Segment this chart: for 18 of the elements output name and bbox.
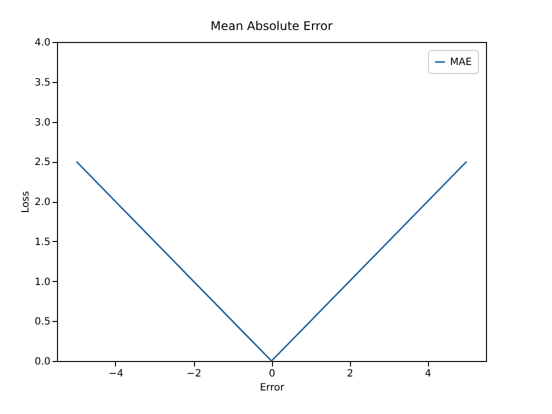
y-tick-label: 4.0 [34,38,50,48]
y-tick-label: 0.0 [34,356,50,368]
y-tick-label: 3.5 [34,77,50,88]
y-tick-label: 2.0 [34,197,50,208]
x-tick-label: 0 [268,368,276,380]
legend-label: MAE [450,57,472,68]
y-tick-label: 0.5 [34,316,50,328]
y-tick-label: 2.5 [34,157,50,168]
y-tick-label: 3.0 [34,117,50,128]
y-axis-title: Loss [20,191,32,213]
y-tick-label: 1.5 [34,236,50,248]
y-tick-label: 1.0 [34,276,50,288]
x-tick-label: 4 [424,368,432,380]
chart-title: Mean Absolute Error [210,19,333,33]
x-tick-label: −2 [186,368,202,380]
x-tick-label: −4 [108,368,124,380]
x-axis-title: Error [260,382,286,394]
x-tick-label: 2 [346,368,354,380]
